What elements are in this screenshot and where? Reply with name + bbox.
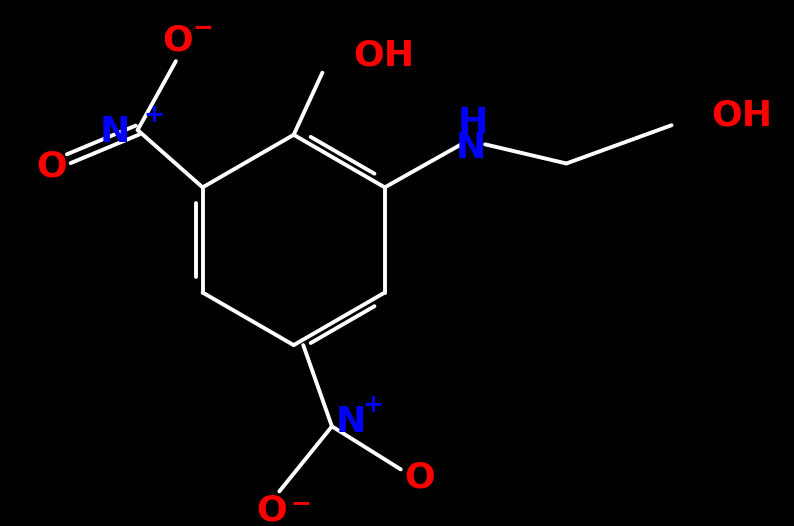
Text: OH: OH <box>711 99 773 133</box>
Text: H: H <box>457 106 488 140</box>
Text: O: O <box>404 460 435 494</box>
Text: O: O <box>256 493 287 526</box>
Text: O: O <box>37 149 67 184</box>
Text: +: + <box>144 103 164 127</box>
Text: +: + <box>363 393 384 417</box>
Text: N: N <box>456 131 486 165</box>
Text: −: − <box>192 15 213 39</box>
Text: N: N <box>99 115 130 149</box>
Text: O: O <box>163 23 193 57</box>
Text: −: − <box>290 491 311 515</box>
Text: OH: OH <box>353 38 414 73</box>
Text: N: N <box>336 404 366 439</box>
